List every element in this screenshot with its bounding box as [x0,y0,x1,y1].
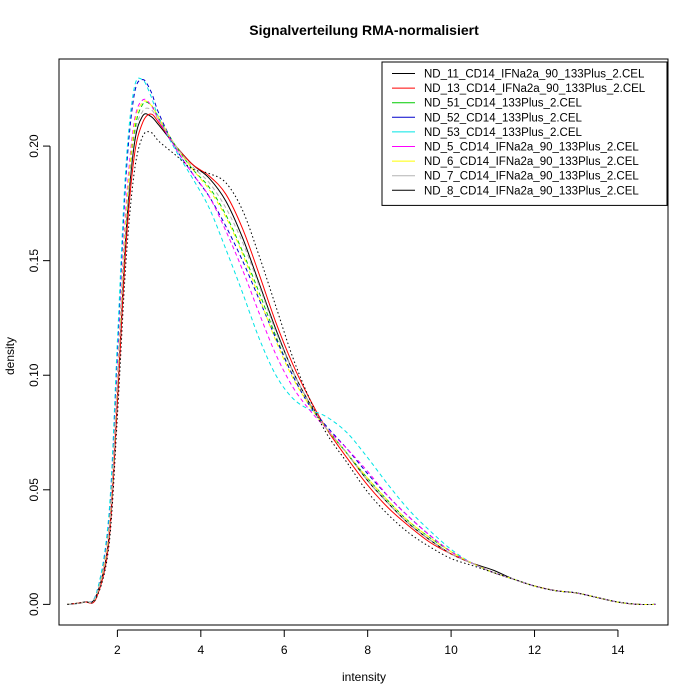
x-tick-label: 6 [281,643,288,657]
axes: 2 4 6 8 10 12 14 0.00 0.05 0.10 0.15 0.20 [27,134,625,657]
series-line-4 [67,79,656,606]
legend-label: ND_11_CD14_IFNa2a_90_133Plus_2.CEL [424,69,645,81]
y-tick-label: 0.20 [27,134,41,158]
x-tick-label: 10 [444,643,458,657]
x-tick-label: 4 [197,643,204,657]
legend-label: ND_5_CD14_IFNa2a_90_133Plus_2.CEL [424,142,639,154]
y-tick-label: 0.05 [27,478,41,502]
legend-label: ND_7_CD14_IFNa2a_90_133Plus_2.CEL [424,171,639,183]
series-line-9 [67,131,656,606]
legend-label: ND_53_CD14_133Plus_2.CEL [424,127,583,139]
series-line-8 [67,107,656,606]
x-tick-label: 2 [114,643,121,657]
legend-box [381,61,668,206]
series-line-6 [67,98,656,606]
legend-label: ND_6_CD14_IFNa2a_90_133Plus_2.CEL [424,156,639,168]
legend-label: ND_51_CD14_133Plus_2.CEL [424,98,583,110]
x-axis-label: intensity [342,670,386,684]
series-lines [67,77,656,606]
legend: ND_11_CD14_IFNa2a_90_133Plus_2.CEL ND_13_… [381,61,668,206]
y-axis-label: density [3,337,17,375]
x-tick-label: 14 [611,643,625,657]
plot-frame [58,58,669,626]
legend-label: ND_13_CD14_IFNa2a_90_133Plus_2.CEL [424,83,646,95]
x-tick-label: 12 [528,643,542,657]
y-tick-label: 0.00 [27,592,41,616]
x-tick-label: 8 [364,643,371,657]
legend-label: ND_52_CD14_133Plus_2.CEL [424,112,583,124]
y-tick-label: 0.15 [27,249,41,273]
legend-label: ND_8_CD14_IFNa2a_90_133Plus_2.CEL [424,185,639,197]
y-tick-label: 0.10 [27,363,41,387]
chart-title: Signalverteilung RMA-normalisiert [249,22,479,38]
series-line-5 [67,77,656,606]
